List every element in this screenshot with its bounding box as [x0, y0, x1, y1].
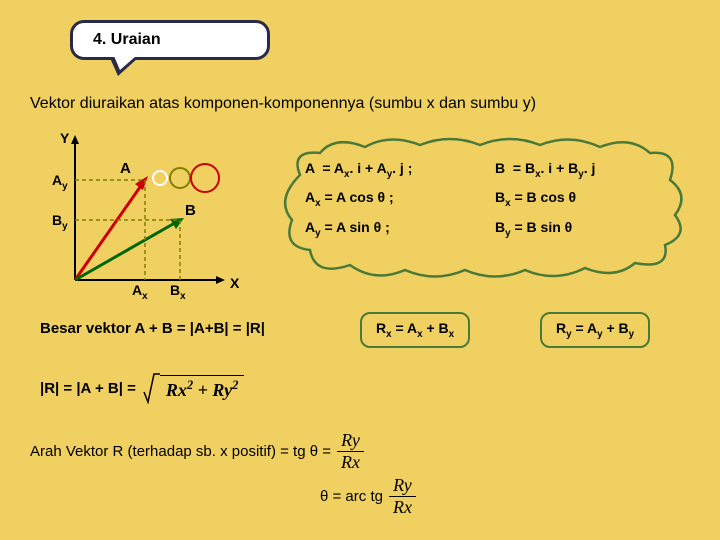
- frac-num: Ry: [337, 430, 364, 452]
- ay-label: Ay: [52, 172, 68, 192]
- arah-label: Arah Vektor R (terhadap sb. x positif) =…: [30, 443, 331, 460]
- mag-label: |R| = |A + B| =: [40, 380, 136, 397]
- y-axis-label: Y: [60, 130, 69, 146]
- eq-ay: Ay = A sin θ ;: [305, 214, 495, 243]
- callout-tail: [110, 58, 138, 76]
- fraction-1: Ry Rx: [337, 430, 364, 473]
- frac-den: Rx: [337, 452, 364, 473]
- theta-formula: θ = arc tg Ry Rx: [320, 475, 416, 518]
- magnitude-label: Besar vektor A + B = |A+B| = |R|: [40, 320, 265, 337]
- sqrt-icon: Rx2 + Ry2: [142, 370, 245, 406]
- ry-box: Ry = Ay + By: [540, 312, 650, 348]
- eq-bx: Bx = B cos θ: [495, 184, 665, 213]
- x-axis-label: X: [230, 275, 239, 291]
- callout-text: 4. Uraian: [93, 31, 161, 49]
- bx-label: Bx: [170, 282, 186, 302]
- eq-ax: Ax = A cos θ ;: [305, 184, 495, 213]
- radicand: Rx2 + Ry2: [160, 375, 245, 401]
- by-label: By: [52, 212, 68, 232]
- direction-text: Arah Vektor R (terhadap sb. x positif) =…: [30, 430, 364, 473]
- ax-label: Ax: [132, 282, 148, 302]
- eq-by: By = B sin θ: [495, 214, 665, 243]
- theta-label: θ = arc tg: [320, 488, 383, 505]
- equations-cloud: A = Ax. i + Ay. j ; B = Bx. i + By. j Ax…: [260, 135, 690, 280]
- intro-text: Vektor diuraikan atas komponen-komponenn…: [30, 95, 536, 113]
- vector-a-label: A: [120, 160, 131, 177]
- frac-num-2: Ry: [389, 475, 416, 497]
- frac-den-2: Rx: [389, 497, 416, 518]
- eq-b: B = Bx. i + By. j: [495, 155, 665, 184]
- diagram-svg: [50, 130, 250, 300]
- magnitude-formula: |R| = |A + B| = Rx2 + Ry2: [40, 370, 244, 406]
- cloud-content: A = Ax. i + Ay. j ; B = Bx. i + By. j Ax…: [305, 155, 665, 243]
- vector-b-label: B: [185, 202, 196, 219]
- fraction-2: Ry Rx: [389, 475, 416, 518]
- rx-box: Rx = Ax + Bx: [360, 312, 470, 348]
- title-callout: 4. Uraian: [70, 20, 270, 60]
- vector-diagram: Y X A B Ay By Ax Bx: [50, 130, 250, 300]
- eq-a: A = Ax. i + Ay. j ;: [305, 155, 495, 184]
